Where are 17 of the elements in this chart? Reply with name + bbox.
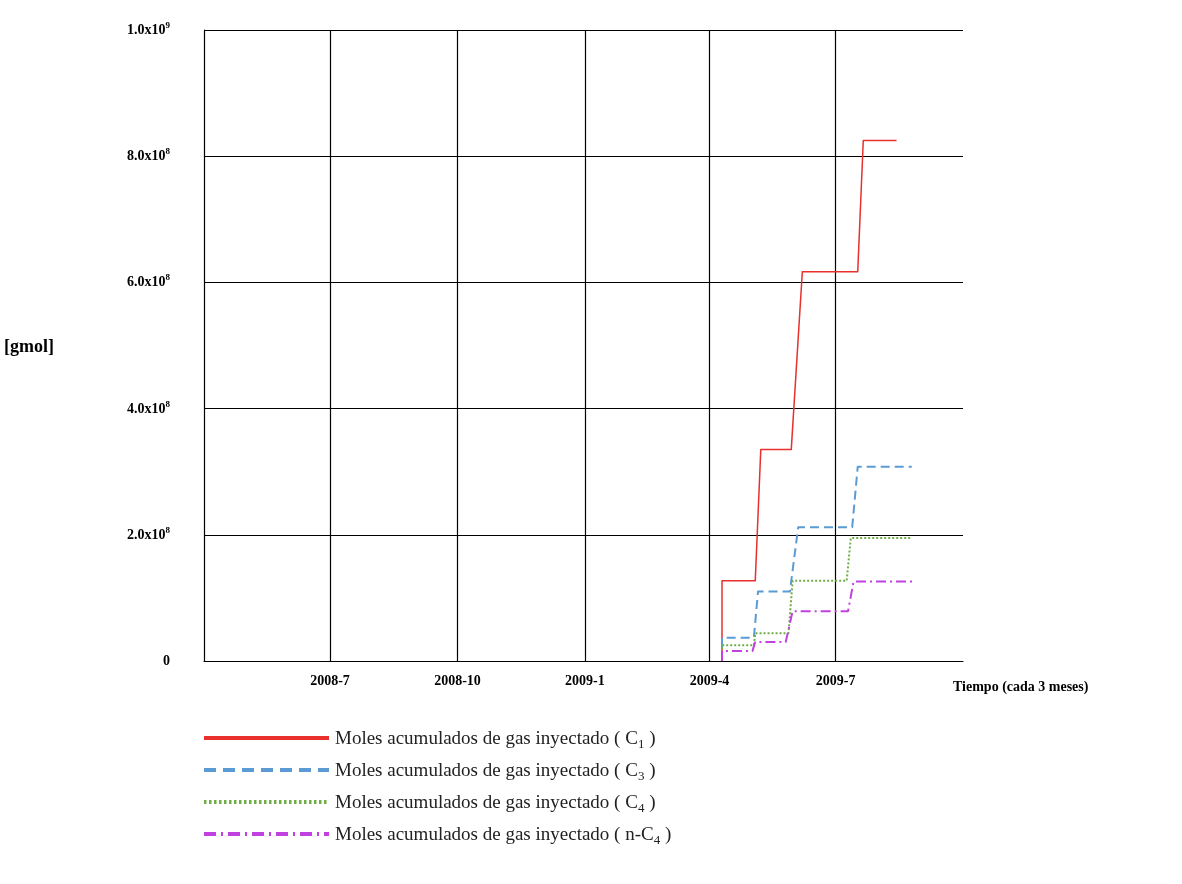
x-axis-title: Tiempo (cada 3 meses) xyxy=(953,678,1089,695)
legend-label: Moles acumulados de gas inyectado ( C$_{4}$ ) xyxy=(335,791,656,815)
x-tick-label: 2009-4 xyxy=(689,672,730,688)
y-tick-label: 6.0x10$^{8}$ xyxy=(127,272,170,292)
y-tick-label: 2.0x10$^{8}$ xyxy=(127,524,170,544)
x-tick-label: 2009-7 xyxy=(815,672,856,688)
y-tick-label: 0 xyxy=(163,652,170,670)
x-tick-label: 2008-7 xyxy=(310,672,350,688)
x-tick-label: 2008-10 xyxy=(434,672,481,688)
legend-label: Moles acumulados de gas inyectado ( C$_{3}$ ) xyxy=(335,759,656,783)
y-axis-title: [gmol] xyxy=(4,335,54,356)
y-tick-label: 8.0x10$^{8}$ xyxy=(127,146,170,166)
x-tick-label: 2009-1 xyxy=(565,672,605,688)
legend-label: Moles acumulados de gas inyectado ( C$_{1}$ ) xyxy=(335,727,656,751)
y-tick-label: 1.0x10$^{9}$ xyxy=(127,20,170,39)
y-tick-label: 4.0x10$^{8}$ xyxy=(127,398,170,418)
legend-label: Moles acumulados de gas inyectado ( n-C$_{4}$ ) xyxy=(335,823,672,847)
